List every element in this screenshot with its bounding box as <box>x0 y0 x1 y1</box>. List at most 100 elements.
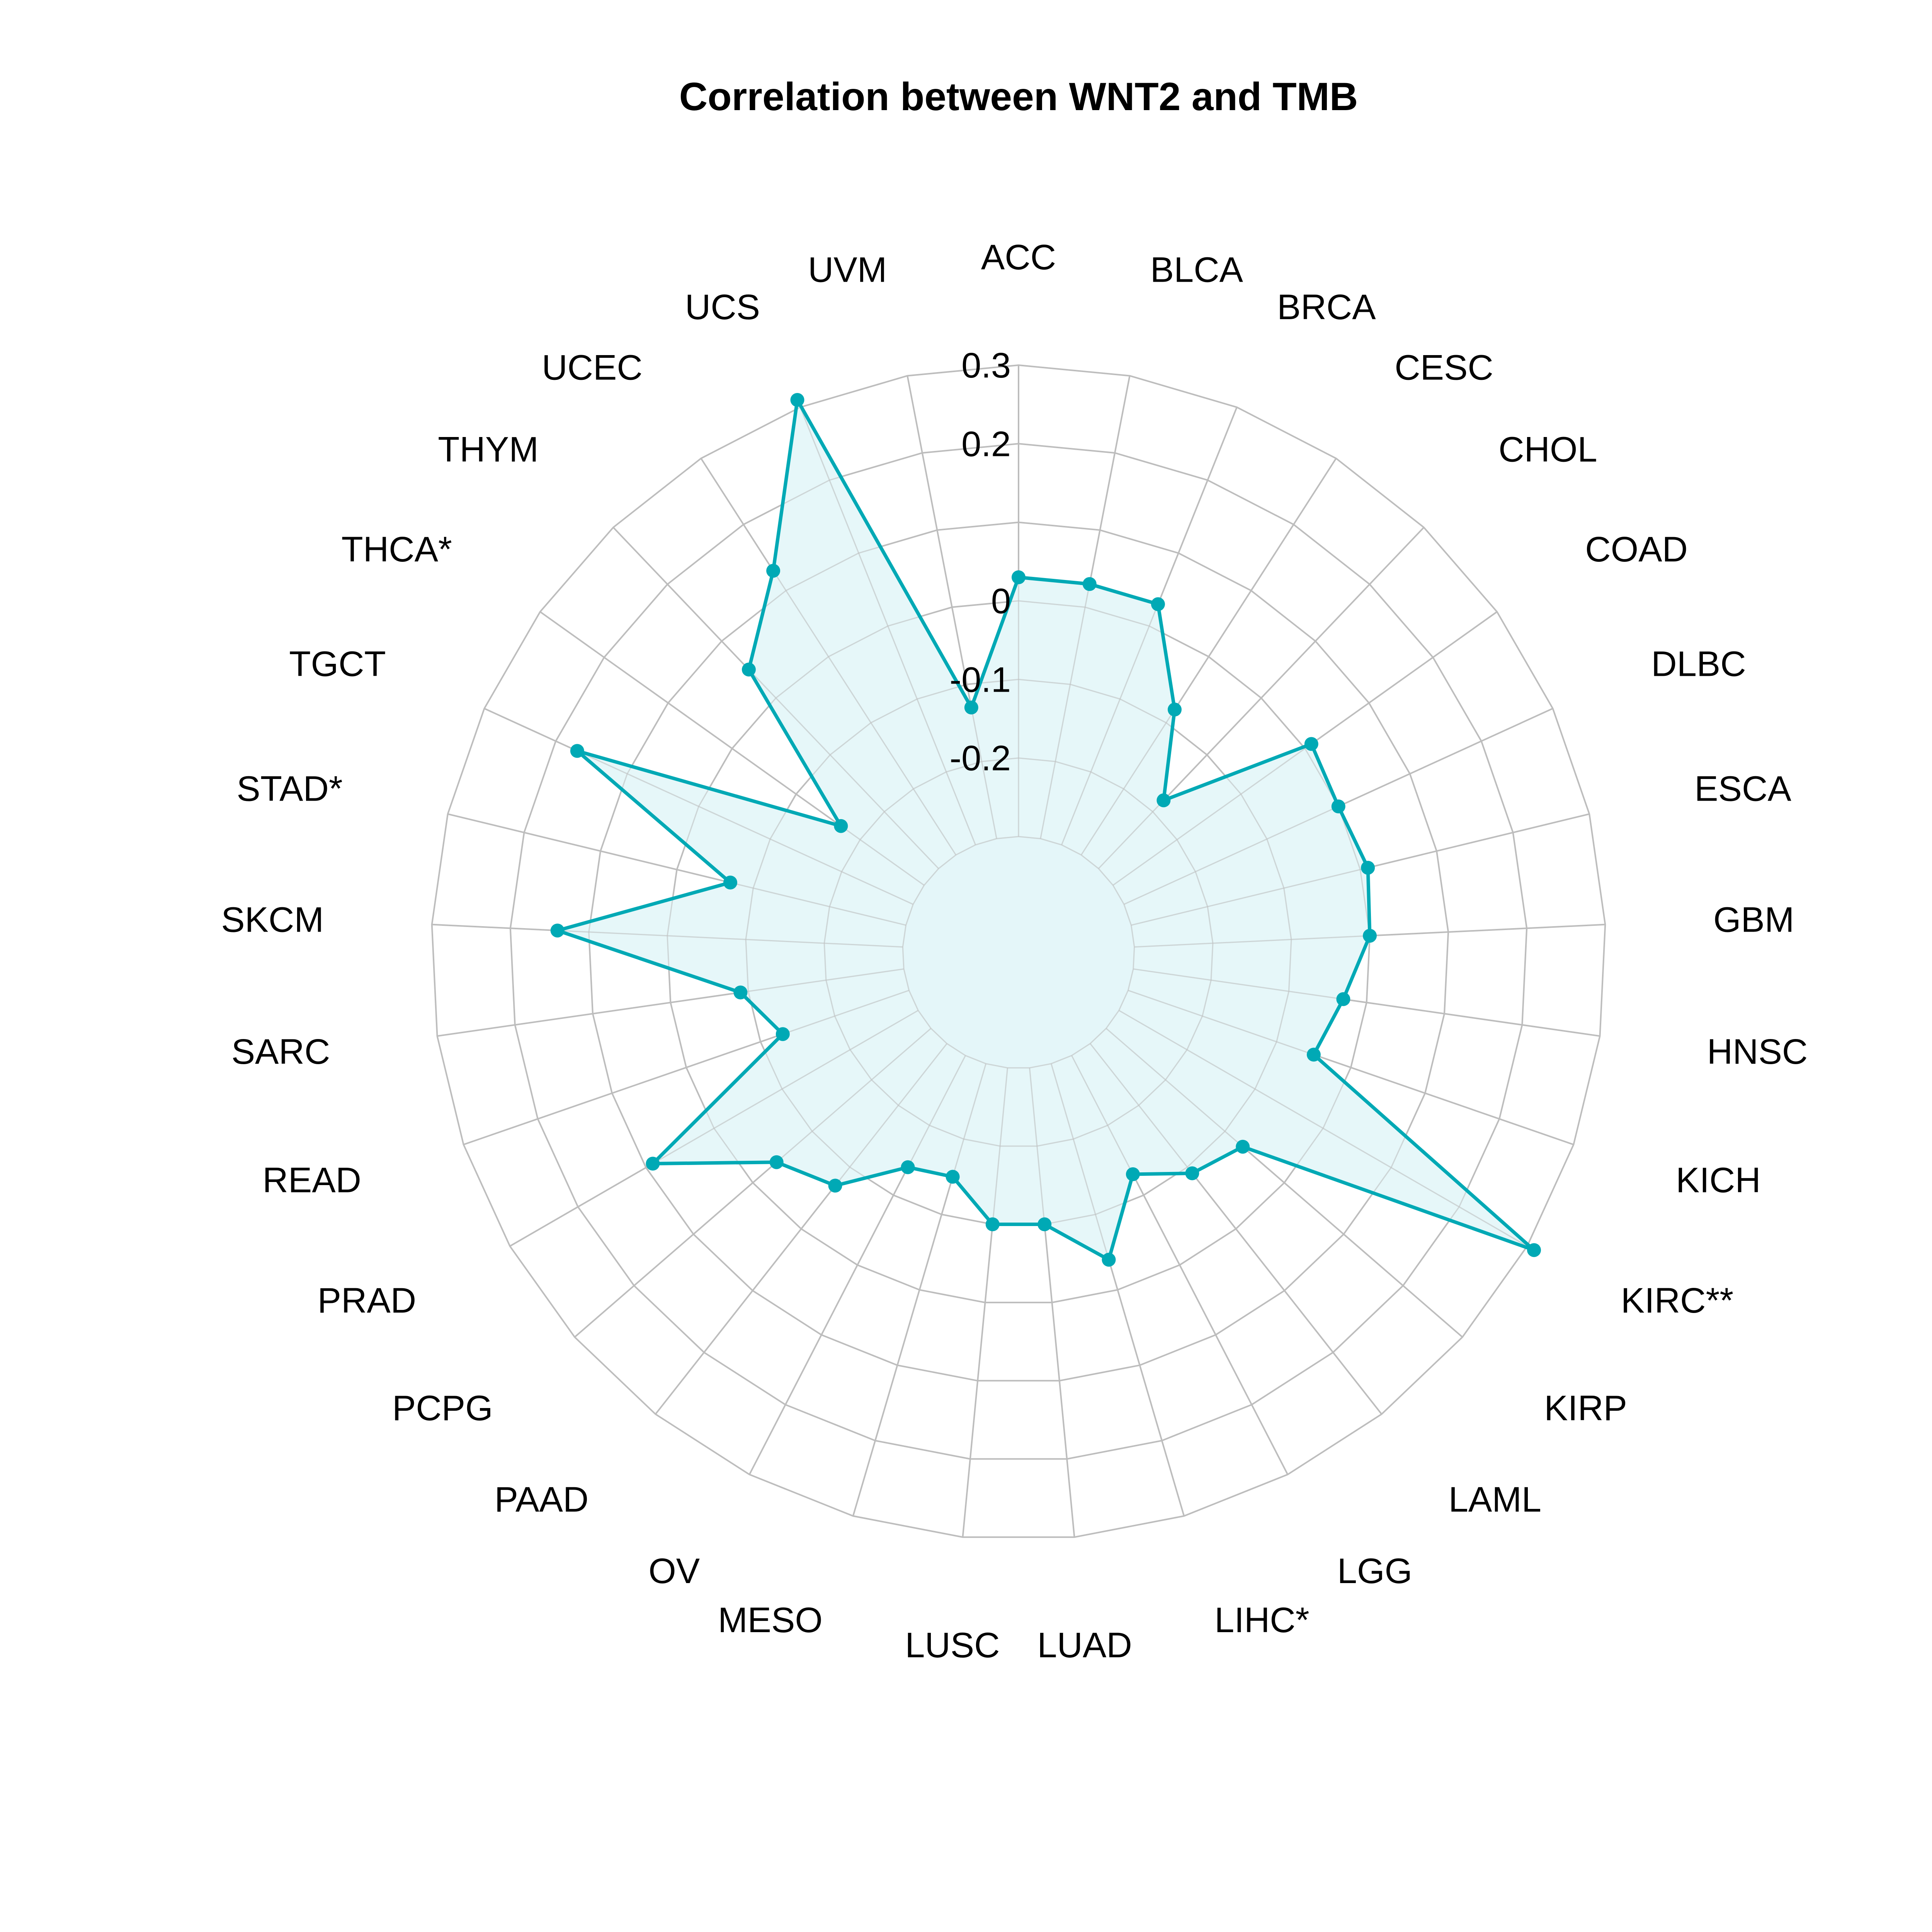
grid-spoke-overlay <box>1119 1010 1528 1247</box>
grid-ring-overlay <box>431 364 1606 1538</box>
data-point-acc <box>1012 570 1026 584</box>
data-point-lihc <box>1102 1253 1116 1267</box>
data-point-thca <box>834 819 848 833</box>
grid-spoke-overlay <box>1090 1043 1382 1415</box>
grid-spoke-overlay <box>1131 813 1590 926</box>
category-label: LUSC <box>905 1626 1000 1665</box>
grid-spoke-overlay <box>1133 968 1600 1037</box>
category-label: ESCA <box>1694 769 1791 809</box>
grid-ring-overlay <box>823 757 1214 1147</box>
grid-spoke-overlay <box>1051 1063 1185 1516</box>
grid-spoke-overlay <box>655 1043 947 1415</box>
category-label: UCEC <box>542 348 643 388</box>
grid-spoke-overlay <box>432 924 903 948</box>
grid-ring-overlay <box>588 522 1449 1381</box>
category-label: PCPG <box>392 1389 493 1428</box>
grid-ring-overlay <box>667 600 1371 1303</box>
data-point-cesc <box>1168 702 1182 717</box>
grid-spoke-overlay <box>539 611 925 886</box>
data-point-gbm <box>1363 929 1377 943</box>
grid-spoke-overlay <box>700 458 957 855</box>
category-label: LAML <box>1449 1480 1541 1519</box>
category-label: LIHC* <box>1214 1600 1309 1640</box>
grid-spoke-overlay <box>962 1068 1008 1537</box>
data-point-chol <box>1156 793 1171 808</box>
category-label: PRAD <box>318 1281 417 1320</box>
category-label: THYM <box>438 430 539 469</box>
category-label: CHOL <box>1498 430 1597 469</box>
category-label: TGCT <box>289 644 386 684</box>
data-point-luad <box>1037 1217 1052 1231</box>
grid-spoke-overlay <box>437 968 904 1037</box>
data-point-lgg <box>1126 1167 1140 1181</box>
category-label: KICH <box>1676 1161 1761 1200</box>
category-label: PAAD <box>495 1480 589 1519</box>
data-point-read <box>776 1027 790 1041</box>
data-point-skcm <box>550 923 565 938</box>
radial-tick-label: 0 <box>991 582 1011 621</box>
category-label: BRCA <box>1277 287 1376 327</box>
grid-spoke-overlay <box>852 1063 986 1516</box>
grid-spoke-overlay <box>1112 611 1498 886</box>
category-label: DLBC <box>1651 644 1746 684</box>
radial-tick-label: 0.2 <box>961 424 1011 464</box>
category-label: CESC <box>1395 348 1493 388</box>
data-point-uvm <box>964 701 978 714</box>
category-label: HNSC <box>1707 1032 1808 1071</box>
data-point-brca <box>1151 597 1165 611</box>
chart-title: Correlation between WNT2 and TMB <box>679 75 1358 119</box>
category-label: ACC <box>981 238 1056 277</box>
data-point-laml <box>1185 1166 1199 1180</box>
category-label: KIRC** <box>1621 1281 1733 1320</box>
data-point-lusc <box>985 1217 1000 1231</box>
category-label: READ <box>262 1161 361 1200</box>
data-point-ov <box>901 1160 915 1174</box>
data-point-hnsc <box>1336 992 1350 1006</box>
category-label: SARC <box>231 1032 330 1071</box>
category-label: MESO <box>718 1600 823 1640</box>
category-label: UCS <box>685 287 760 327</box>
grid-spoke-overlay <box>484 708 913 905</box>
category-label: UVM <box>808 250 887 290</box>
data-point-kirc <box>1527 1243 1541 1257</box>
grid-ring-overlay <box>902 836 1135 1069</box>
grid-spoke-overlay <box>1029 1068 1075 1537</box>
data-point-tgct <box>570 744 584 758</box>
radial-tick-label: 0.3 <box>961 346 1011 385</box>
grid-spoke-overlay <box>612 527 939 869</box>
data-point-prad <box>646 1156 660 1171</box>
grid-spoke-overlay <box>1071 1055 1288 1475</box>
category-label: GBM <box>1713 900 1794 939</box>
data-point-paad <box>828 1179 842 1193</box>
category-label: COAD <box>1585 530 1688 569</box>
data-point-coad <box>1304 737 1318 751</box>
data-point-esca <box>1361 861 1375 875</box>
category-label: LUAD <box>1037 1626 1132 1665</box>
grid-spoke-overlay <box>1105 1028 1463 1338</box>
data-point-sarc <box>733 985 748 1000</box>
radial-tick-label: -0.2 <box>949 739 1011 778</box>
category-label: KIRP <box>1544 1389 1627 1428</box>
radial-tick-label: -0.1 <box>949 660 1011 699</box>
grid-spoke-overlay <box>749 1055 966 1475</box>
data-point-kich <box>1306 1048 1321 1062</box>
grid-spoke-overlay <box>1040 376 1131 839</box>
grid-spoke-overlay <box>1098 527 1425 869</box>
grid-spoke-overlay <box>509 1010 918 1247</box>
grid-spoke-overlay <box>799 407 976 845</box>
category-labels: ACC BLCA BRCA CESC CHOL COAD DLBC ESCA GBM HNSC KI… <box>221 238 1808 1665</box>
category-label: THCA* <box>342 530 452 569</box>
data-point-stad <box>723 876 737 889</box>
grid-spoke-overlay <box>1061 407 1238 845</box>
grid-spoke-overlay <box>447 813 906 926</box>
grid-spoke-overlay <box>1080 458 1337 855</box>
grid-spoke-overlay <box>1128 990 1574 1145</box>
data-point-ucec <box>766 564 781 578</box>
series-area <box>557 400 1534 1260</box>
data-point-ucs <box>790 393 804 407</box>
data-point-dlbc <box>1331 799 1345 813</box>
category-label: OV <box>648 1551 700 1591</box>
data-point-kirp <box>1236 1139 1250 1154</box>
